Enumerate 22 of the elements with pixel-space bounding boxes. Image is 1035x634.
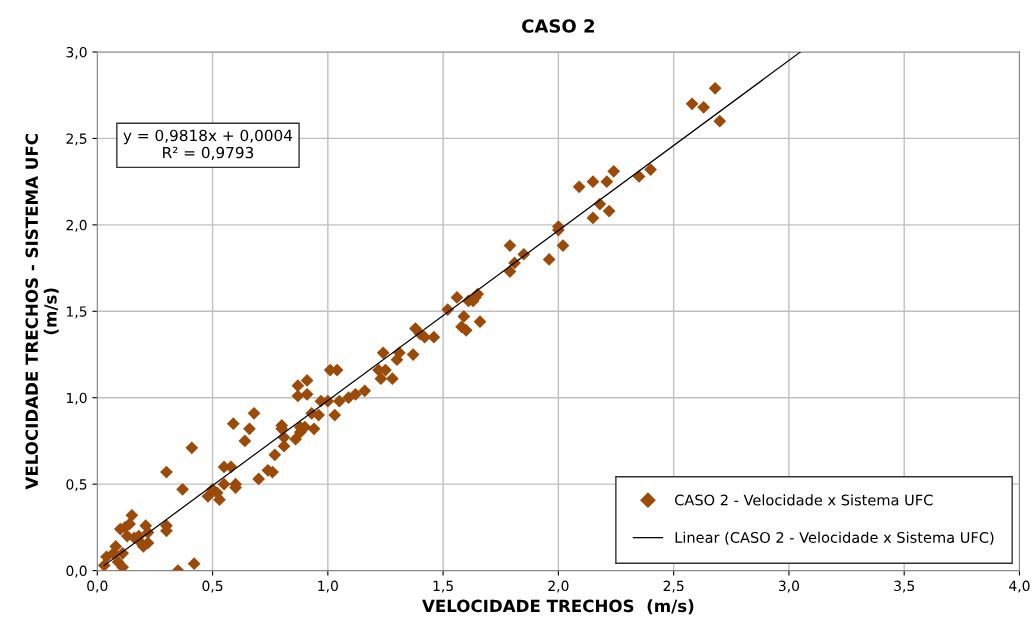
x-axis-title: VELOCIDADE TRECHOS (m/s) (422, 599, 694, 615)
x-tick-label: 4,0 (1009, 580, 1030, 593)
y-tick-label: 2,0 (66, 219, 87, 232)
y-tick-label: 3,0 (66, 46, 87, 59)
x-tick-label: 3,0 (778, 580, 800, 593)
y-axis-title: VELOCIDADE TRECHOS - SISTEMA UFC (m/s) (25, 134, 59, 490)
y-tick-label: 1,0 (67, 392, 87, 405)
x-tick-label: 2,0 (548, 580, 569, 593)
x-tick-label: 2,5 (663, 580, 684, 593)
y-tick-label: 0,0 (66, 565, 87, 578)
chart-title: CASO 2 (522, 19, 595, 33)
x-tick-label: 3,5 (894, 580, 915, 593)
y-tick-label: 1,5 (67, 306, 87, 319)
y-tick-label: 0,5 (66, 479, 87, 492)
legend-label: Linear (CASO 2 - Velocidade x Sistema UFC) (675, 531, 994, 545)
x-tick-label: 0,5 (202, 580, 223, 593)
x-tick-label: 1,5 (433, 580, 453, 593)
annotation: y = 0,9818x + 0,0004 R² = 0,9793 (123, 129, 293, 160)
legend-label: CASO 2 - Velocidade x Sistema UFC (675, 494, 933, 506)
x-tick-label: 1,0 (318, 580, 338, 593)
y-tick-label: 2,5 (66, 133, 87, 146)
x-tick-label: 0,0 (87, 580, 108, 593)
